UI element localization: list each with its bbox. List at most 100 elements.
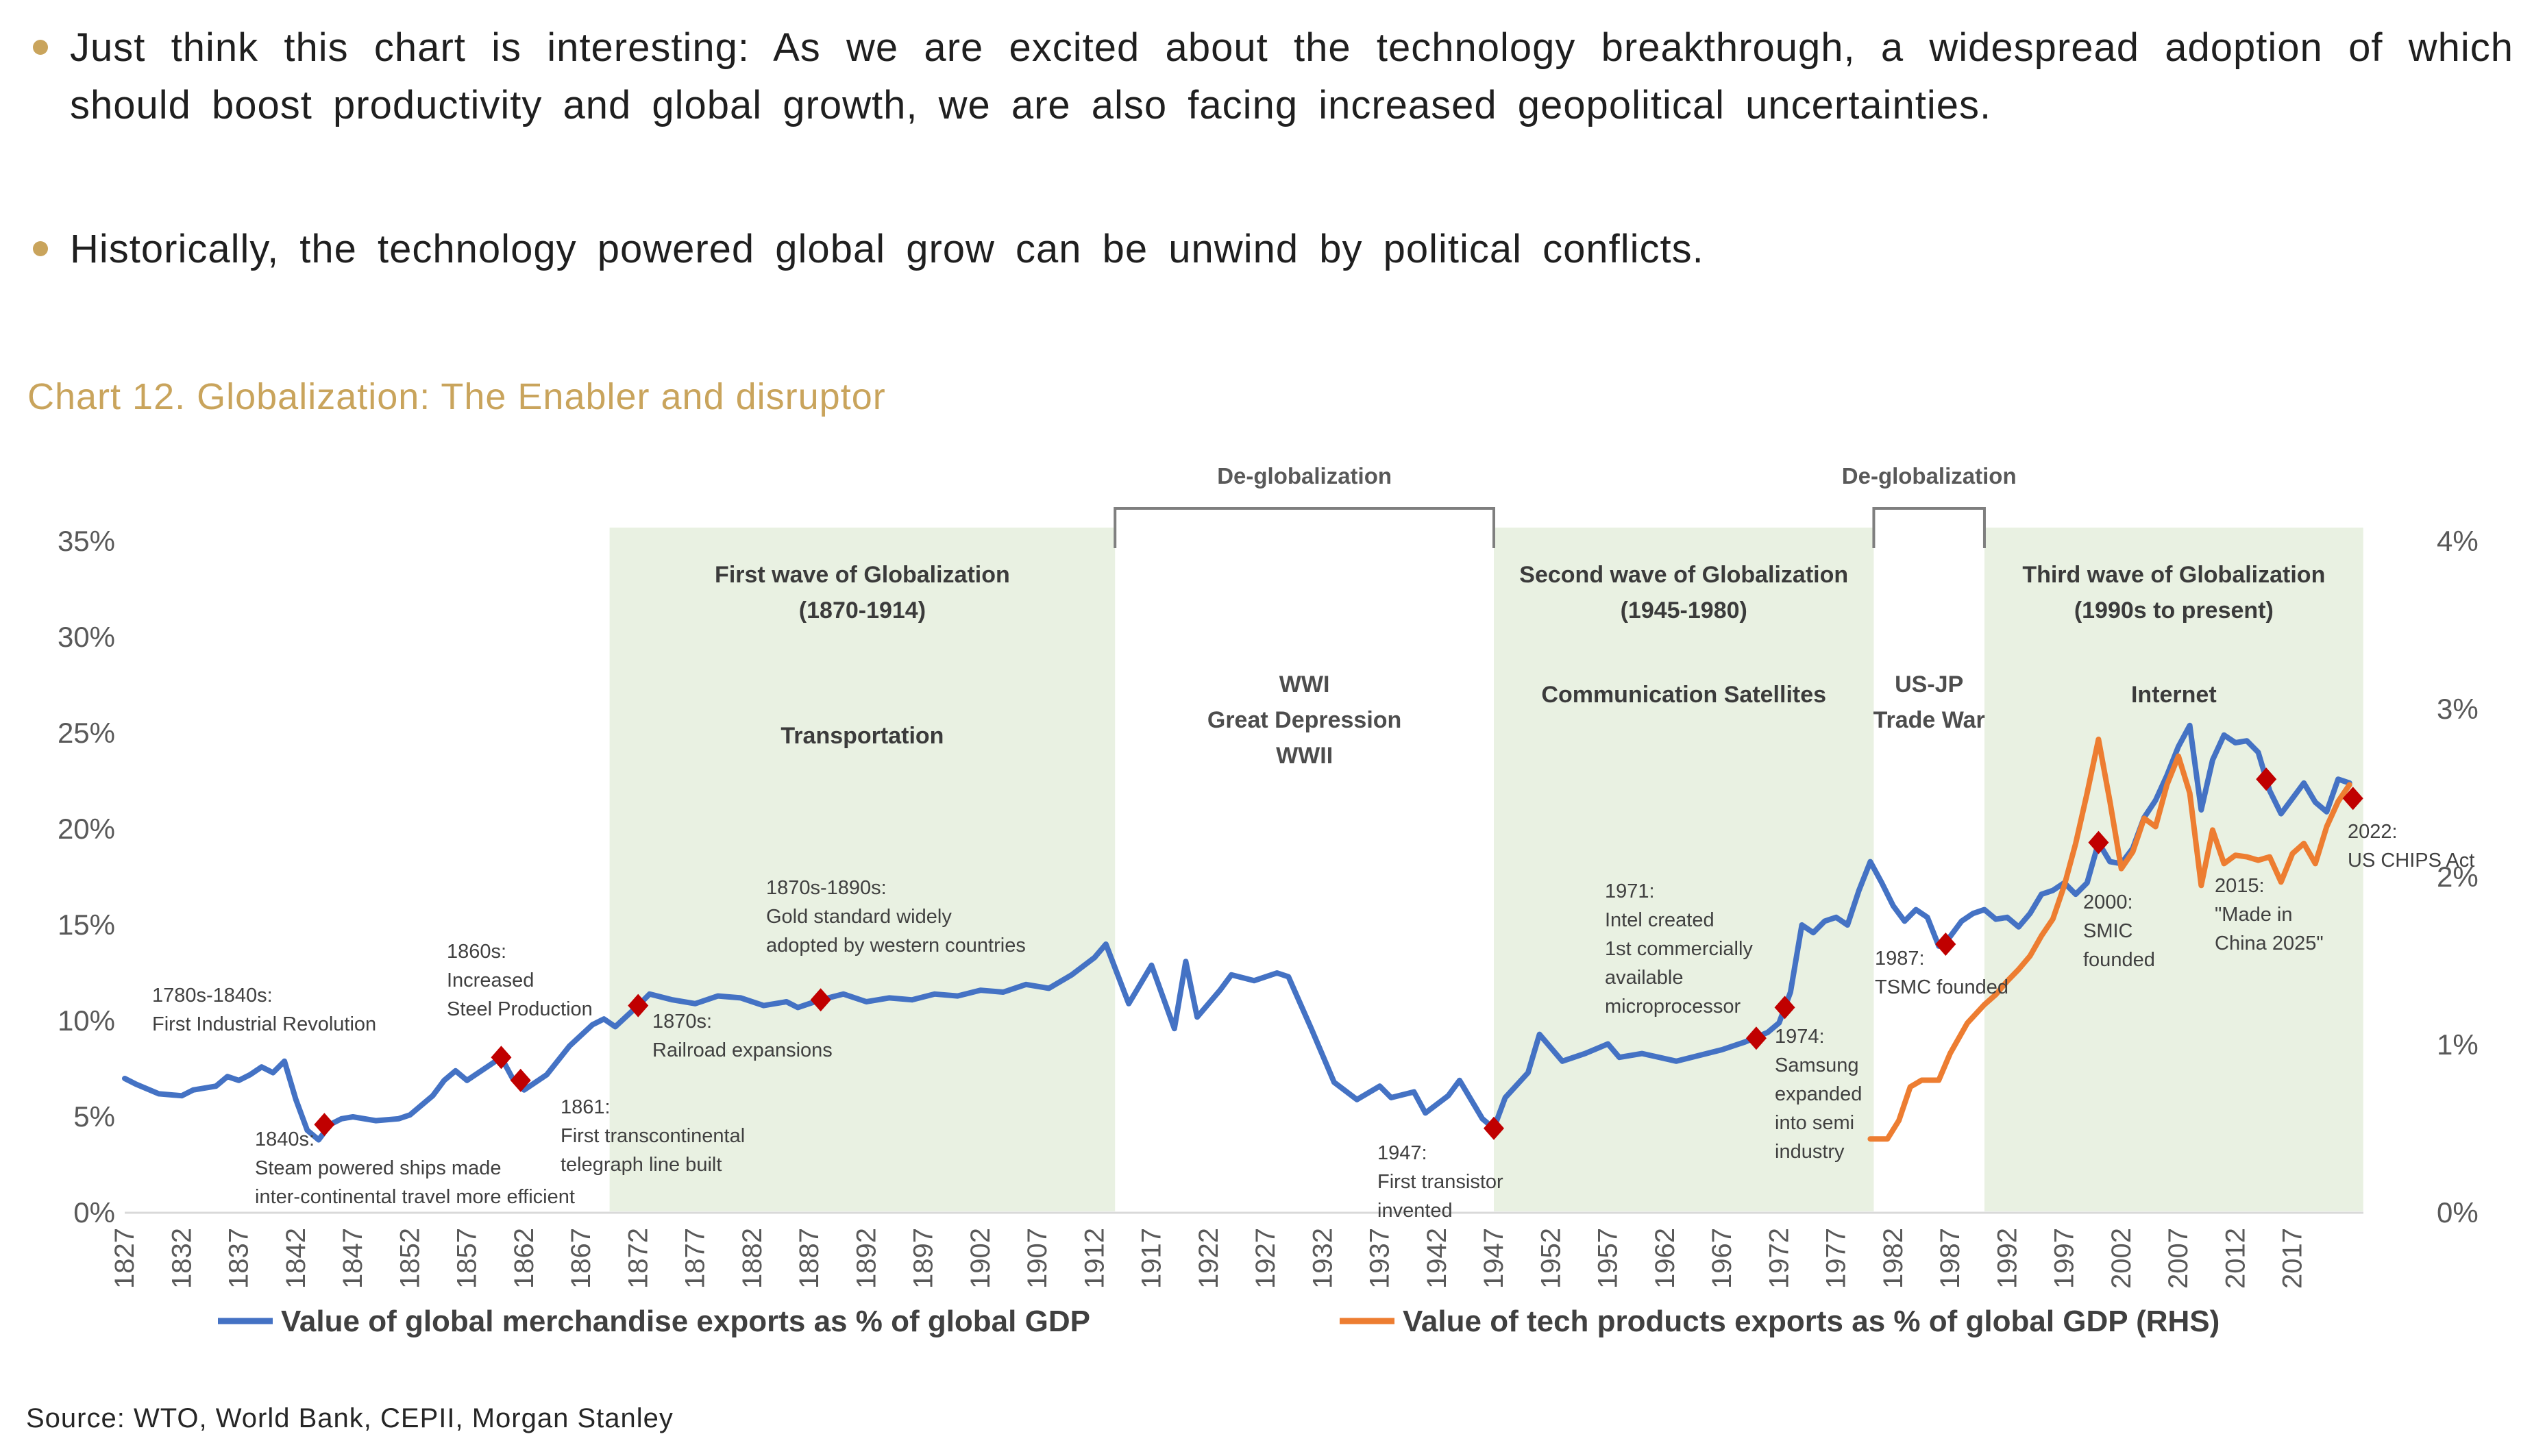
event-annotation: 1861: First transcontinental telegraph lin…: [561, 1096, 745, 1176]
y-axis-label-left: 35%: [58, 525, 115, 557]
deglobalization-label: De-globalization: [1217, 463, 1392, 489]
x-axis-label: 1957: [1593, 1228, 1623, 1289]
event-annotation-line: inter-continental travel more efficient: [255, 1186, 575, 1208]
region-tech-label: Transportation: [780, 723, 944, 749]
bullet-icon: [33, 40, 48, 55]
x-axis-label: 1987: [1935, 1228, 1965, 1289]
x-axis-label: 1932: [1307, 1228, 1338, 1289]
globalization-wave-region: Second wave of Globalization (1945-1980) C…: [1494, 528, 1874, 1211]
region-subtitle: (1945-1980): [1621, 597, 1747, 624]
event-annotation-line: First transcontinental: [561, 1125, 745, 1147]
region-title: First wave of Globalization: [715, 562, 1010, 588]
event-marker-diamond: [2256, 767, 2277, 791]
event-annotation-line: US CHIPS Act: [2348, 850, 2474, 872]
x-axis-label: 1982: [1878, 1228, 1908, 1289]
x-axis-label: 1917: [1137, 1228, 1167, 1289]
event-annotation-line: 1860s:: [447, 941, 506, 963]
event-annotation-line: SMIC: [2083, 920, 2133, 942]
region-title: Second wave of Globalization: [1519, 562, 1848, 588]
event-annotation-line: Intel created: [1605, 909, 1714, 931]
legend-item: Value of tech products exports as % of g…: [1340, 1305, 2220, 1338]
event-annotation-line: Steam powered ships made: [255, 1157, 501, 1179]
x-axis-label: 1977: [1821, 1228, 1852, 1289]
deglobalization-bracket: De-globalization WWI Great Depression WWII: [1114, 463, 1495, 769]
bullet-text-1: Just think this chart is interesting: As…: [70, 25, 2513, 127]
event-annotation-line: Railroad expansions: [652, 1039, 833, 1061]
event-marker-diamond: [2088, 830, 2109, 854]
event-annotation: 1947: First transistor invented: [1377, 1142, 1503, 1222]
event-annotation: 1870s: Railroad expansions: [652, 1011, 833, 1061]
event-annotation-line: TSMC founded: [1875, 976, 2008, 998]
deglobalization-bracket: De-globalization US-JP Trade War: [1842, 463, 2017, 733]
event-annotation-line: "Made in: [2215, 904, 2292, 926]
x-axis-label: 1862: [509, 1228, 539, 1289]
deglobalization-caption: US-JP: [1895, 671, 1963, 698]
x-axis-label: 1922: [1194, 1228, 1224, 1289]
event-annotation-line: 1st commercially: [1605, 938, 1753, 960]
event-annotation-line: 1947:: [1377, 1142, 1427, 1164]
event-annotation: 2015: "Made in China 2025": [2215, 875, 2324, 954]
event-marker-diamond: [1935, 933, 1956, 956]
x-axis-label: 2012: [2220, 1228, 2250, 1289]
event-annotation-line: 1870s:: [652, 1011, 712, 1033]
event-annotation: 1870s-1890s: Gold standard widely adopted …: [766, 877, 1026, 957]
region-subtitle: (1990s to present): [2074, 597, 2274, 624]
deglobalization-caption: Trade War: [1873, 707, 1985, 733]
event-annotation-line: microprocessor: [1605, 996, 1741, 1017]
legend-label: Value of tech products exports as % of g…: [1403, 1305, 2220, 1338]
event-annotation-line: 1971:: [1605, 880, 1655, 902]
event-annotation-line: 2015:: [2215, 875, 2265, 897]
event-annotation-line: adopted by western countries: [766, 935, 1026, 957]
deglobalization-caption: WWII: [1276, 743, 1333, 769]
event-annotation-line: industry: [1775, 1141, 1845, 1163]
y-axis-label-left: 20%: [58, 813, 115, 845]
globalization-wave-region: First wave of Globalization (1870-1914) Tr…: [609, 528, 1116, 1211]
bullet-item-2: Historically, the technology powered glo…: [33, 221, 2513, 278]
event-annotation-line: 1870s-1890s:: [766, 877, 887, 899]
event-annotation-line: expanded: [1775, 1083, 1862, 1105]
x-axis-label: 1857: [452, 1228, 482, 1289]
x-axis-label: 1927: [1251, 1228, 1281, 1289]
event-annotation-line: Samsung: [1775, 1054, 1859, 1076]
x-axis-label: 1942: [1422, 1228, 1452, 1289]
y-axis-label-right: 2%: [2437, 861, 2479, 893]
deglobalization-caption: WWI: [1279, 671, 1330, 698]
x-axis-label: 1842: [281, 1228, 311, 1289]
x-axis-label: 2002: [2106, 1228, 2137, 1289]
event-annotation: 1971: Intel created 1st commercially availa…: [1605, 880, 1753, 1017]
source-note: Source: WTO, World Bank, CEPII, Morgan S…: [26, 1403, 674, 1433]
event-marker-diamond: [510, 1068, 531, 1092]
x-axis-label: 2007: [2163, 1228, 2193, 1289]
event-annotation: 1974: Samsung expanded into semi industry: [1775, 1026, 1862, 1163]
event-annotation-line: 1780s-1840s:: [152, 985, 273, 1007]
event-annotation-line: First transistor: [1377, 1171, 1503, 1193]
event-marker-diamond: [628, 994, 649, 1017]
y-axis-label-left: 10%: [58, 1004, 115, 1037]
event-annotation-line: invented: [1377, 1200, 1453, 1222]
y-axis-label-left: 15%: [58, 909, 115, 941]
region-subtitle: (1870-1914): [799, 597, 926, 624]
event-marker-diamond: [810, 988, 831, 1012]
deglobalization-caption: Great Depression: [1207, 707, 1401, 733]
x-axis-label: 1852: [395, 1228, 425, 1289]
region-tech-label: Communication Satellites: [1541, 682, 1826, 708]
x-axis-label: 1872: [623, 1228, 653, 1289]
event-annotation-line: telegraph line built: [561, 1154, 722, 1176]
event-annotation: 1860s: Increased Steel Production: [447, 941, 593, 1020]
x-axis-label: 1897: [909, 1228, 939, 1289]
x-axis-label: 2017: [2278, 1228, 2308, 1289]
legend-label: Value of global merchandise exports as %…: [281, 1305, 1090, 1338]
y-axis-label-left: 0%: [73, 1196, 115, 1229]
x-axis-label: 1847: [338, 1228, 368, 1289]
event-annotation-line: founded: [2083, 949, 2155, 971]
x-axis-label: 1877: [680, 1228, 711, 1289]
x-axis-label: 1947: [1479, 1228, 1509, 1289]
y-axis-label-left: 30%: [58, 621, 115, 653]
event-annotation: 1987: TSMC founded: [1875, 948, 2008, 998]
y-axis-label-left: 25%: [58, 717, 115, 749]
event-annotation-line: First Industrial Revolution: [152, 1013, 376, 1035]
x-axis-label: 1887: [794, 1228, 824, 1289]
x-axis-label: 1992: [1992, 1228, 2022, 1289]
